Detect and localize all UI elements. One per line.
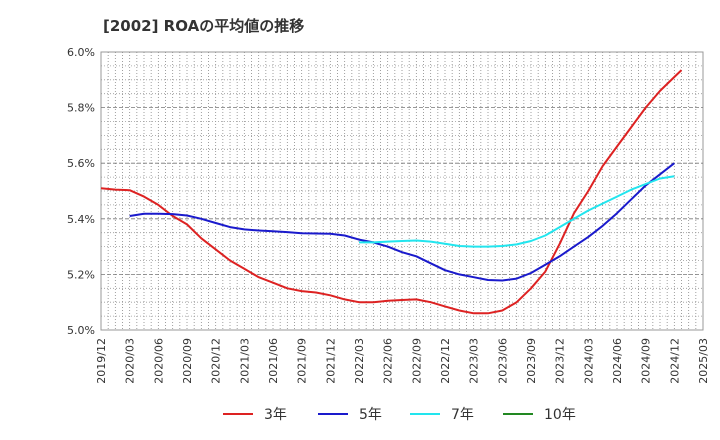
x-tick-label: 2024/09 xyxy=(640,338,653,384)
x-tick-label: 2023/03 xyxy=(468,338,481,384)
series-line xyxy=(359,175,675,248)
y-tick-label: 5.2% xyxy=(67,268,95,281)
x-tick-label: 2024/12 xyxy=(668,338,681,384)
x-tick-label: 2023/09 xyxy=(525,338,538,384)
legend: 3年 5年 7年 10年 xyxy=(223,407,576,423)
x-tick-label: 2024/06 xyxy=(611,338,624,384)
y-tick-label: 5.0% xyxy=(67,324,95,337)
series-lines xyxy=(100,69,683,315)
x-tick-label: 2020/09 xyxy=(181,338,194,384)
x-tick-label: 2020/03 xyxy=(124,338,137,384)
x-tick-label: 2022/09 xyxy=(410,338,423,384)
legend-label: 10年 xyxy=(544,407,576,423)
grid-lines xyxy=(101,52,703,330)
x-tick-label: 2019/12 xyxy=(95,338,108,384)
y-tick-label: 5.8% xyxy=(67,102,95,115)
x-tick-label: 2022/03 xyxy=(353,338,366,384)
x-tick-label: 2020/06 xyxy=(152,338,165,384)
x-tick-label: 2024/03 xyxy=(582,338,595,384)
x-tick-label: 2022/06 xyxy=(382,338,395,384)
chart-title: [2002] ROAの平均値の推移 xyxy=(103,17,304,35)
y-tick-label: 6.0% xyxy=(67,46,95,59)
x-tick-label: 2023/12 xyxy=(554,338,567,384)
y-tick-label: 5.4% xyxy=(67,213,95,226)
y-tick-label: 5.6% xyxy=(67,157,95,170)
x-tick-label: 2022/12 xyxy=(439,338,452,384)
x-tick-label: 2023/06 xyxy=(496,338,509,384)
x-tick-label: 2020/12 xyxy=(210,338,223,384)
y-axis-ticks: 5.0% 5.2% 5.4% 5.6% 5.8% 6.0% xyxy=(67,46,95,337)
x-tick-label: 2025/03 xyxy=(697,338,710,384)
x-tick-label: 2021/12 xyxy=(324,338,337,384)
series-line xyxy=(129,162,675,282)
legend-label: 3年 xyxy=(264,407,287,423)
x-tick-label: 2021/03 xyxy=(238,338,251,384)
legend-label: 5年 xyxy=(359,407,382,423)
series-line xyxy=(100,69,683,315)
x-tick-label: 2021/06 xyxy=(267,338,280,384)
legend-label: 7年 xyxy=(451,407,474,423)
x-axis-ticks: 2019/12 2020/03 2020/06 2020/09 2020/12 2021/… xyxy=(95,338,710,384)
x-tick-label: 2021/09 xyxy=(296,338,309,384)
